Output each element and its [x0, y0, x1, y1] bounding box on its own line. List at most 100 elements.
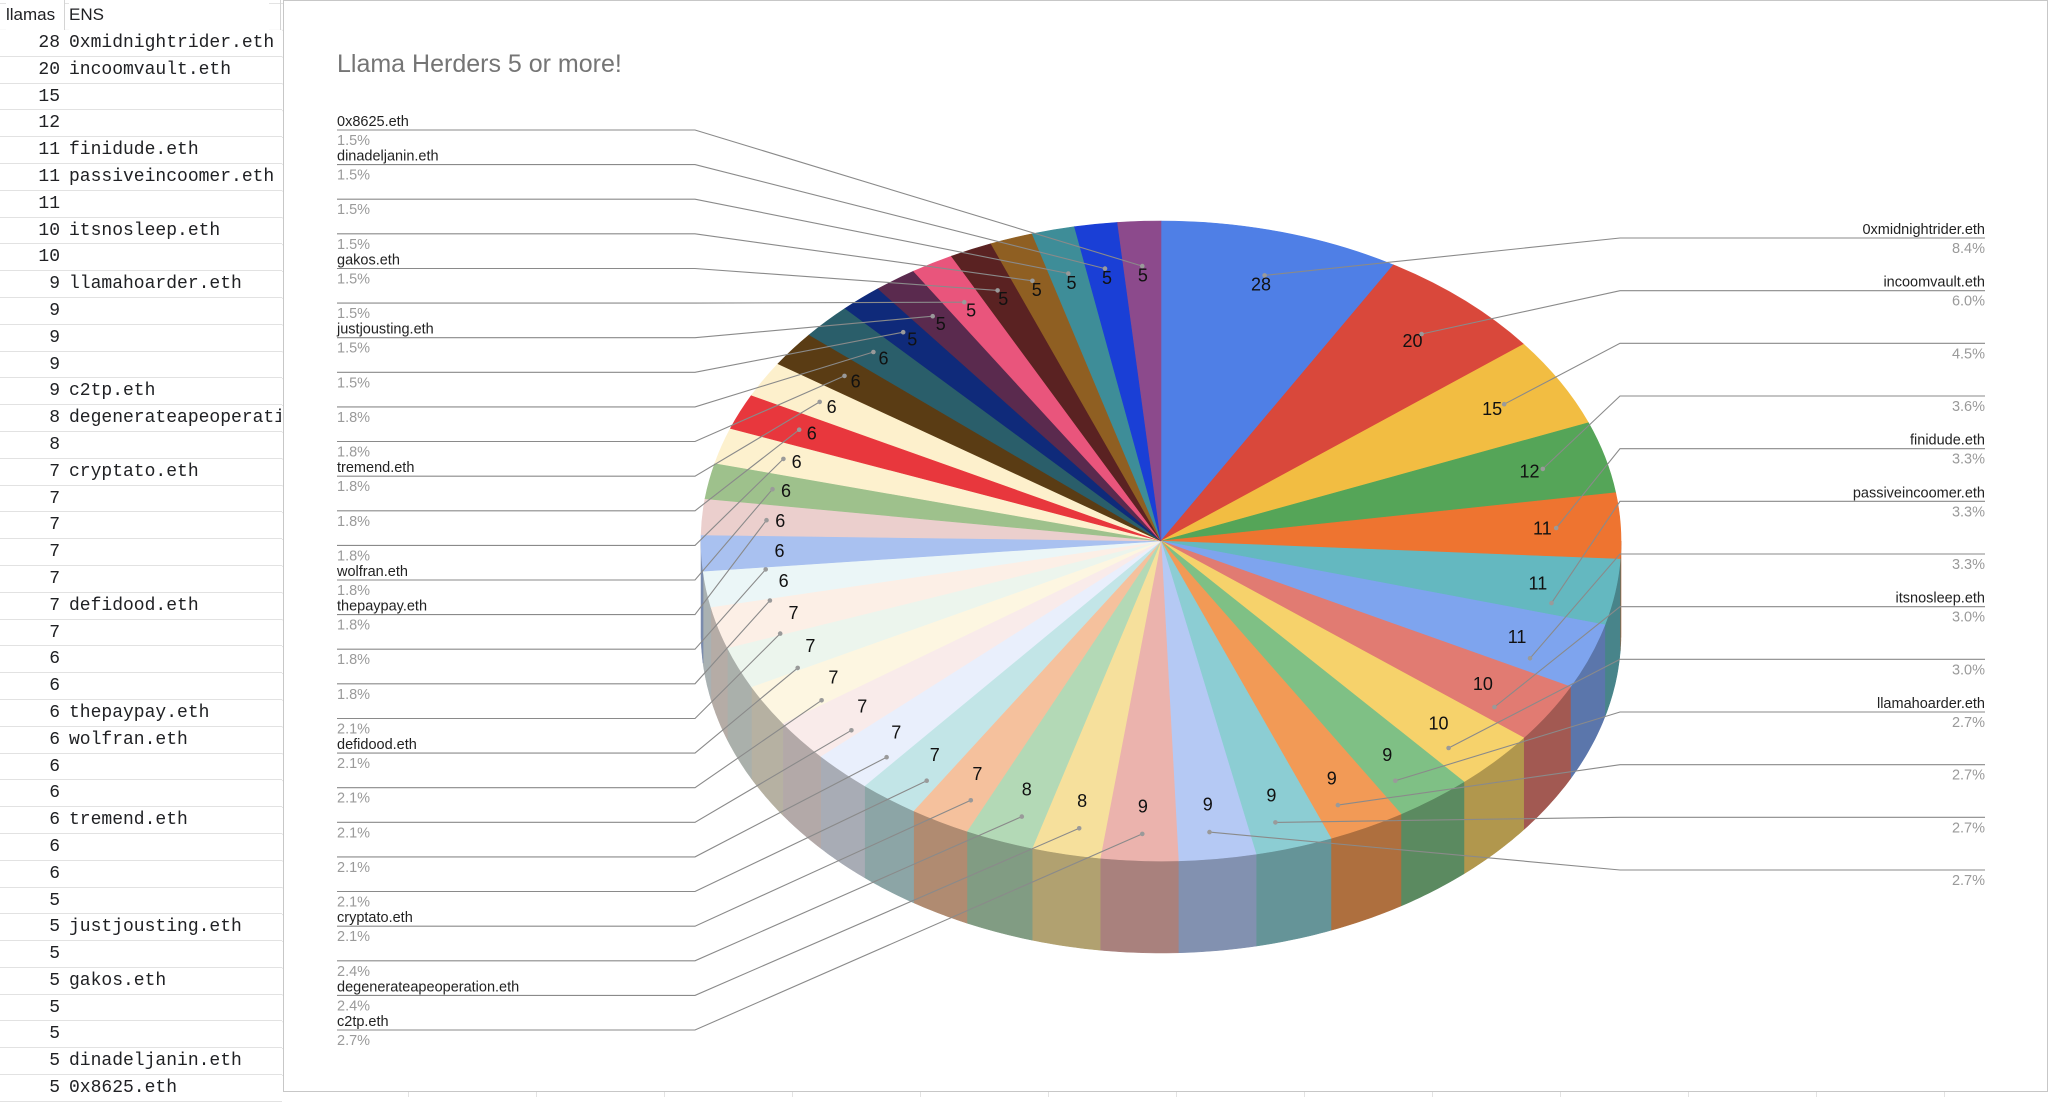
table-row[interactable]: 6 thepaypay.eth [0, 699, 282, 727]
table-row[interactable]: 8 degenerateapeoperatio [0, 405, 282, 432]
ens-cell[interactable]: incoomvault.eth [69, 59, 232, 80]
table-row[interactable]: 9 [0, 297, 282, 325]
table-row[interactable]: 5 [0, 994, 282, 1022]
llamas-cell[interactable]: 6 [49, 783, 60, 804]
table-row[interactable]: 6 [0, 753, 282, 781]
table-row[interactable]: 10 itsnosleep.eth [0, 217, 282, 245]
ens-cell[interactable]: gakos.eth [69, 970, 167, 991]
llamas-cell[interactable]: 5 [49, 1024, 60, 1045]
table-row[interactable]: 5 gakos.eth [0, 967, 282, 995]
llamas-cell[interactable]: 11 [38, 166, 60, 187]
llamas-cell[interactable]: 6 [49, 756, 60, 777]
table-row[interactable]: 6 [0, 860, 282, 888]
table-row[interactable]: 11 passiveincoomer.eth [0, 163, 282, 191]
table-row[interactable]: 7 [0, 512, 282, 540]
table-row[interactable]: 6 wolfran.eth [0, 726, 282, 754]
llamas-cell[interactable]: 8 [49, 434, 60, 455]
ens-cell[interactable]: llamahoarder.eth [69, 274, 242, 295]
llamas-cell[interactable]: 9 [49, 354, 60, 375]
table-row[interactable]: 7 cryptato.eth [0, 458, 282, 486]
table-row[interactable]: 5 [0, 1021, 282, 1049]
llamas-cell[interactable]: 28 [38, 33, 60, 53]
llamas-cell[interactable]: 6 [49, 676, 60, 697]
ens-cell[interactable]: tremend.eth [69, 810, 188, 831]
ens-cell[interactable]: 0xmidnightrider.eth [69, 33, 275, 53]
llamas-cell[interactable]: 10 [38, 220, 60, 241]
llamas-cell[interactable]: 9 [49, 274, 60, 295]
llamas-cell[interactable]: 5 [49, 917, 60, 938]
llamas-cell[interactable]: 6 [49, 729, 60, 750]
table-row[interactable]: 7 defidood.eth [0, 592, 282, 620]
pie-slice[interactable] [1160, 264, 1525, 542]
table-row[interactable]: 9 [0, 324, 282, 352]
table-row[interactable]: 7 [0, 539, 282, 566]
ens-cell[interactable]: c2tp.eth [69, 381, 156, 402]
table-row[interactable]: 11 finidude.eth [0, 137, 282, 164]
table-row[interactable]: 6 tremend.eth [0, 807, 282, 834]
ens-cell[interactable]: wolfran.eth [69, 729, 188, 750]
table-row[interactable]: 6 [0, 833, 282, 861]
column-header-llamas[interactable]: llamas [6, 0, 64, 30]
table-row[interactable]: 12 [0, 110, 282, 138]
llamas-cell[interactable]: 5 [49, 944, 60, 965]
llamas-cell[interactable]: 7 [49, 622, 60, 643]
llamas-cell[interactable]: 7 [49, 515, 60, 536]
pie-slice[interactable] [1117, 220, 1162, 542]
ens-cell[interactable]: thepaypay.eth [69, 702, 210, 723]
table-row[interactable]: 28 0xmidnightrider.eth [0, 30, 282, 57]
table-row[interactable]: 5 dinadeljanin.eth [0, 1048, 282, 1076]
table-row[interactable]: 10 [0, 244, 282, 272]
table-row[interactable]: 15 [0, 83, 282, 111]
ens-cell[interactable]: 0x8625.eth [69, 1078, 178, 1099]
pie-slice[interactable] [1160, 220, 1394, 542]
table-row[interactable]: 7 [0, 619, 282, 647]
table-row[interactable]: 20 incoomvault.eth [0, 56, 282, 84]
llamas-cell[interactable]: 9 [49, 327, 60, 348]
llamas-cell[interactable]: 9 [49, 300, 60, 321]
llamas-cell[interactable]: 15 [38, 86, 60, 107]
ens-cell[interactable]: passiveincoomer.eth [69, 166, 275, 187]
table-row[interactable]: 5 [0, 887, 282, 915]
llamas-cell[interactable]: 11 [38, 193, 60, 214]
llamas-cell[interactable]: 7 [49, 595, 60, 616]
table-row[interactable]: 11 [0, 190, 282, 218]
llamas-cell[interactable]: 5 [49, 970, 60, 991]
ens-cell[interactable]: finidude.eth [69, 140, 199, 161]
llamas-cell[interactable]: 6 [49, 810, 60, 831]
ens-cell[interactable]: cryptato.eth [69, 461, 199, 482]
ens-cell[interactable]: dinadeljanin.eth [69, 1051, 242, 1072]
llamas-cell[interactable]: 6 [49, 836, 60, 857]
column-header-ens[interactable]: ENS [69, 0, 269, 30]
llamas-cell[interactable]: 8 [49, 408, 60, 429]
table-row[interactable]: 7 [0, 485, 282, 513]
table-row[interactable]: 6 [0, 646, 282, 674]
llamas-cell[interactable]: 5 [49, 1078, 60, 1099]
ens-cell[interactable]: degenerateapeoperatio [69, 408, 281, 429]
llamas-cell[interactable]: 7 [49, 488, 60, 509]
llamas-cell[interactable]: 7 [49, 542, 60, 563]
table-row[interactable]: 7 [0, 565, 282, 593]
llamas-cell[interactable]: 6 [49, 702, 60, 723]
llamas-cell[interactable]: 7 [49, 461, 60, 482]
ens-cell[interactable]: justjousting.eth [69, 917, 242, 938]
llamas-cell[interactable]: 6 [49, 649, 60, 670]
llamas-cell[interactable]: 12 [38, 113, 60, 134]
llamas-cell[interactable]: 6 [49, 863, 60, 884]
ens-cell[interactable]: defidood.eth [69, 595, 199, 616]
table-row[interactable]: 6 [0, 673, 282, 700]
llamas-cell[interactable]: 5 [49, 997, 60, 1018]
table-row[interactable]: 5 [0, 941, 282, 968]
llamas-cell[interactable]: 20 [38, 59, 60, 80]
ens-cell[interactable]: itsnosleep.eth [69, 220, 221, 241]
llamas-cell[interactable]: 9 [49, 381, 60, 402]
llamas-cell[interactable]: 7 [49, 568, 60, 589]
table-row[interactable]: 9 [0, 351, 282, 379]
table-row[interactable]: 8 [0, 431, 282, 459]
table-row[interactable]: 9 llamahoarder.eth [0, 271, 282, 298]
llamas-cell[interactable]: 5 [49, 1051, 60, 1072]
table-row[interactable]: 9 c2tp.eth [0, 378, 282, 406]
llamas-cell[interactable]: 5 [49, 890, 60, 911]
table-row[interactable]: 6 [0, 780, 282, 808]
table-row[interactable]: 5 justjousting.eth [0, 914, 282, 942]
llamas-cell[interactable]: 11 [38, 140, 60, 161]
